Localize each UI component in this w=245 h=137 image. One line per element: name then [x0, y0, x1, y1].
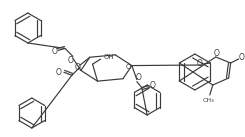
Text: O: O [68, 56, 74, 65]
Text: O: O [126, 64, 131, 70]
Text: O: O [214, 48, 220, 58]
Text: O: O [136, 73, 142, 82]
Text: O: O [51, 47, 57, 56]
Text: O: O [56, 68, 62, 77]
Text: O: O [75, 63, 81, 72]
Text: O: O [150, 81, 156, 90]
Text: O: O [196, 58, 202, 68]
Text: O: O [239, 53, 245, 62]
Text: OH: OH [103, 54, 114, 60]
Text: CH₃: CH₃ [203, 99, 215, 103]
